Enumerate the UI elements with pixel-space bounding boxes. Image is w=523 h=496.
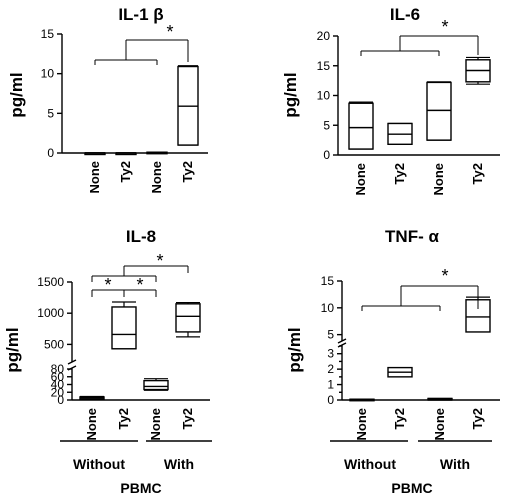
box-2 xyxy=(387,366,413,378)
box-4 xyxy=(465,56,491,85)
x-category-label: None xyxy=(148,408,163,441)
box-2 xyxy=(111,301,137,350)
box-2 xyxy=(387,122,413,145)
box-3 xyxy=(427,397,453,401)
significance-bracket: * xyxy=(123,275,157,297)
significance-star: * xyxy=(136,275,143,295)
panel-title: IL-1 β xyxy=(118,5,163,24)
axis-break-mark xyxy=(67,359,77,365)
x-category-label: None xyxy=(149,161,164,194)
y-tick-label: 0 xyxy=(47,146,54,160)
panel-1: IL-1 β pg/ml 0 5 10 15 None Ty2 None Ty2 * xyxy=(7,5,208,194)
box-body xyxy=(175,303,201,333)
y-tick-label: 80 xyxy=(51,362,65,376)
box-3 xyxy=(426,81,452,141)
y-tick-label: 15 xyxy=(321,274,335,288)
x-category-label: None xyxy=(353,163,368,196)
y-axis-label: pg/ml xyxy=(281,72,300,117)
box-1 xyxy=(84,152,106,156)
group-label: With xyxy=(164,456,194,472)
group-label: Without xyxy=(344,456,396,472)
significance-star: * xyxy=(166,22,173,42)
x-category-label: Ty2 xyxy=(116,408,131,429)
y-tick-label: 0 xyxy=(327,393,334,407)
y-tick-label: 5 xyxy=(323,118,330,132)
group-label: With xyxy=(440,456,470,472)
box-3 xyxy=(143,378,169,391)
group-title: PBMC xyxy=(120,480,161,496)
group-title: PBMC xyxy=(391,480,432,496)
x-category-label: None xyxy=(431,163,446,196)
y-tick-label: 2 xyxy=(327,362,334,376)
y-tick-label: 10 xyxy=(41,67,55,81)
significance-star: * xyxy=(441,17,448,37)
x-category-label: None xyxy=(84,408,99,441)
y-tick-label: 3 xyxy=(327,347,334,361)
significance-bracket xyxy=(91,275,157,282)
y-tick-label: 20 xyxy=(51,385,65,399)
y-tick-label: 1 xyxy=(327,378,334,392)
y-axis-label: pg/ml xyxy=(7,72,26,117)
box-body xyxy=(348,102,374,150)
panel-title: TNF- α xyxy=(385,227,439,246)
x-category-label: None xyxy=(432,408,447,441)
y-axis-label: pg/ml xyxy=(3,327,22,372)
x-category-label: None xyxy=(87,161,102,194)
panel-title: IL-6 xyxy=(390,5,420,24)
group-label: Without xyxy=(73,456,125,472)
box-3 xyxy=(146,151,168,155)
box-1 xyxy=(79,395,105,400)
y-tick-label: 0 xyxy=(323,148,330,162)
box-1 xyxy=(348,101,374,150)
x-category-label: Ty2 xyxy=(470,163,485,184)
x-category-label: Ty2 xyxy=(118,161,133,182)
y-tick-label: 1500 xyxy=(37,275,64,289)
y-tick-label: 15 xyxy=(41,27,55,41)
y-tick-label: 1000 xyxy=(37,306,64,320)
box-body xyxy=(426,81,452,141)
panel-title: IL-8 xyxy=(126,227,156,246)
x-category-label: Ty2 xyxy=(180,408,195,429)
y-tick-label: 5 xyxy=(327,328,334,342)
y-tick-label: 20 xyxy=(317,29,331,43)
panel-4: TNF- α pg/ml 01 23 5 10 15 None Ty2 None Ty2 * Witho… xyxy=(285,227,500,496)
significance-bracket: * xyxy=(361,266,479,311)
y-tick-label: 0 xyxy=(57,393,64,407)
axis-break-mark xyxy=(337,338,347,344)
x-category-label: Ty2 xyxy=(392,408,407,429)
box-1 xyxy=(349,398,375,402)
y-tick-label: 15 xyxy=(317,59,331,73)
x-category-label: Ty2 xyxy=(470,408,485,429)
box-4 xyxy=(175,301,201,338)
x-category-label: None xyxy=(354,408,369,441)
box-body xyxy=(111,306,137,350)
y-axis-label: pg/ml xyxy=(285,327,304,372)
y-tick-label: 40 xyxy=(51,378,65,392)
y-tick-label: 10 xyxy=(317,89,331,103)
significance-bracket: * xyxy=(91,275,125,297)
significance-star: * xyxy=(441,266,448,286)
significance-bracket: * xyxy=(360,17,479,56)
significance-bracket: * xyxy=(94,22,189,65)
box-4 xyxy=(177,65,199,146)
x-category-label: Ty2 xyxy=(392,163,407,184)
x-category-label: Ty2 xyxy=(180,161,195,182)
significance-star: * xyxy=(104,275,111,295)
y-tick-label: 60 xyxy=(51,370,65,384)
box-2 xyxy=(115,152,137,156)
box-body xyxy=(143,379,169,391)
y-tick-label: 5 xyxy=(47,106,54,120)
y-tick-label: 500 xyxy=(44,337,64,351)
significance-bracket: * xyxy=(123,251,189,276)
significance-star: * xyxy=(156,251,163,271)
panel-2: IL-6 pg/ml 0 5 10 15 20 None Ty2 None Ty2 * xyxy=(281,5,500,196)
y-tick-label: 10 xyxy=(321,301,335,315)
